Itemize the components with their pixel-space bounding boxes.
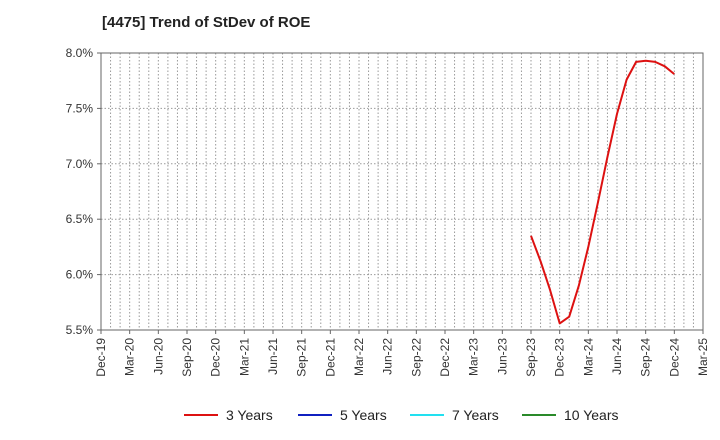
- legend-item-5-years: 5 Years: [298, 404, 387, 426]
- x-tick-label: Dec-22: [438, 338, 452, 377]
- x-tick-label: Mar-23: [467, 338, 481, 376]
- chart-title: [4475] Trend of StDev of ROE: [102, 14, 311, 31]
- y-tick-label: 7.0%: [66, 157, 94, 171]
- x-tick-label: Sep-23: [524, 338, 538, 377]
- y-tick-label: 5.5%: [66, 323, 94, 337]
- x-tick-label: Dec-23: [553, 338, 567, 377]
- x-tick-label: Mar-24: [581, 338, 595, 376]
- y-axis: 5.5% 6.0% 6.5% 7.0% 7.5% 8.0%: [66, 46, 101, 337]
- x-tick-label: Mar-22: [352, 338, 366, 376]
- legend-label: 10 Years: [564, 407, 619, 423]
- plot-area: [100, 52, 704, 331]
- legend-swatch: [298, 414, 332, 416]
- legend: 3 Years 5 Years 7 Years 10 Years: [0, 404, 720, 426]
- x-tick-label: Dec-20: [209, 338, 223, 377]
- grid-lines: [101, 53, 703, 330]
- x-tick-label: Dec-24: [667, 338, 681, 377]
- legend-item-7-years: 7 Years: [410, 404, 499, 426]
- legend-label: 3 Years: [226, 407, 273, 423]
- x-tick-label: Jun-21: [266, 338, 280, 375]
- legend-label: 7 Years: [452, 407, 499, 423]
- x-tick-label: Sep-24: [639, 338, 653, 377]
- series-line-3-years: [530, 59, 675, 325]
- x-tick-label: Sep-22: [409, 338, 423, 377]
- x-tick-label: Mar-25: [696, 338, 710, 376]
- legend-swatch: [184, 414, 218, 416]
- legend-item-3-years: 3 Years: [184, 404, 273, 426]
- series-lines: [530, 59, 675, 325]
- y-tick-label: 8.0%: [66, 46, 94, 60]
- y-tick-label: 7.5%: [66, 101, 94, 115]
- x-tick-label: Jun-24: [610, 338, 624, 375]
- legend-item-10-years: 10 Years: [522, 404, 619, 426]
- legend-swatch: [410, 414, 444, 416]
- line-chart: 5.5% 6.0% 6.5% 7.0% 7.5% 8.0% Dec-19 Mar-20 Jun…: [66, 46, 710, 377]
- x-tick-label: Dec-19: [94, 338, 108, 377]
- x-tick-label: Jun-23: [495, 338, 509, 375]
- x-tick-label: Mar-21: [237, 338, 251, 376]
- x-tick-label: Dec-21: [323, 338, 337, 377]
- y-tick-label: 6.0%: [66, 268, 94, 282]
- legend-label: 5 Years: [340, 407, 387, 423]
- legend-swatch: [522, 414, 556, 416]
- x-tick-label: Mar-20: [123, 338, 137, 376]
- y-tick-label: 6.5%: [66, 212, 94, 226]
- x-tick-label: Jun-22: [381, 338, 395, 375]
- x-tick-label: Sep-21: [295, 338, 309, 377]
- x-tick-label: Jun-20: [151, 338, 165, 375]
- x-axis: Dec-19 Mar-20 Jun-20 Sep-20 Dec-20 Mar-21 Jun-…: [94, 330, 710, 377]
- x-tick-label: Sep-20: [180, 338, 194, 377]
